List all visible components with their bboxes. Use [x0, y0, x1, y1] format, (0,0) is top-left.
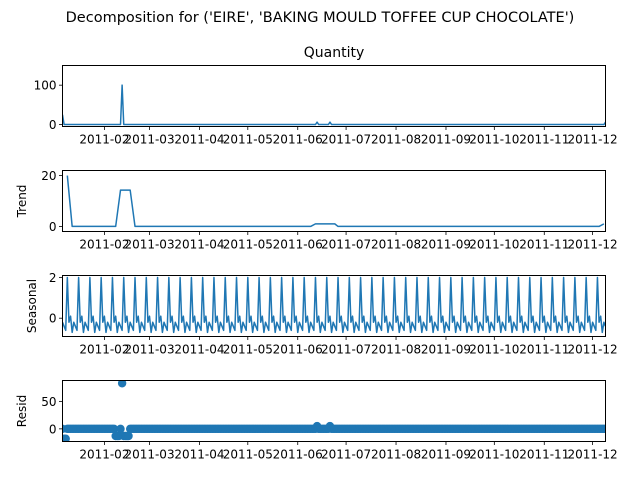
trend-xtick-label: 2011-11 [519, 238, 569, 252]
trend-plot-area [66, 175, 605, 228]
seasonal-ytick-label: 0 [49, 312, 57, 326]
seasonal-ylabel: Seasonal [25, 279, 39, 333]
resid-xtick-label: 2011-03 [124, 448, 174, 462]
trend-ylabel: Trend [15, 185, 29, 219]
quantity-xtick-label: 2011-03 [124, 133, 174, 147]
trend-xtick-label: 2011-02 [79, 238, 129, 252]
quantity-xtick-label: 2011-06 [273, 133, 323, 147]
seasonal-xtick-label: 2011-11 [519, 343, 569, 357]
trend-ytick-label: 20 [41, 169, 56, 183]
quantity-panel-title: Quantity [304, 45, 365, 61]
resid-point [116, 424, 125, 434]
quantity-xtick-label: 2011-11 [519, 133, 569, 147]
trend-xtick-label: 2011-07 [321, 238, 371, 252]
resid-point [124, 431, 133, 441]
figure-title: Decomposition for ('EIRE', 'BAKING MOULD… [66, 10, 575, 26]
seasonal-xtick-label: 2011-03 [124, 343, 174, 357]
quantity-xtick-label: 2011-07 [321, 133, 371, 147]
quantity-xtick-label: 2011-02 [79, 133, 129, 147]
trend-xtick-label: 2011-08 [371, 238, 421, 252]
trend-xtick-label: 2011-03 [124, 238, 174, 252]
resid-xtick-label: 2011-07 [321, 448, 371, 462]
seasonal-xtick-label: 2011-10 [469, 343, 519, 357]
seasonal-xtick-label: 2011-12 [568, 343, 618, 357]
trend-xtick-label: 2011-09 [421, 238, 471, 252]
seasonal-ytick-label: 2 [49, 271, 57, 285]
resid-xtick-label: 2011-11 [519, 448, 569, 462]
trend-xtick-label: 2011-12 [568, 238, 618, 252]
resid-point [109, 424, 119, 434]
seasonal-plot-area [62, 276, 606, 334]
resid-xtick-label: 2011-06 [273, 448, 323, 462]
trend-ytick-label: 0 [49, 220, 57, 234]
resid-axes-frame [62, 380, 606, 442]
resid-xtick-label: 2011-12 [568, 448, 618, 462]
trend-xtick-label: 2011-10 [469, 238, 519, 252]
trend-series-line [66, 175, 605, 228]
seasonal-series-line [62, 276, 606, 334]
resid-ytick-label: 0 [49, 422, 57, 436]
seasonal-xtick-label: 2011-05 [223, 343, 273, 357]
quantity-xtick-label: 2011-04 [174, 133, 224, 147]
quantity-xtick-label: 2011-12 [568, 133, 618, 147]
resid-xtick-label: 2011-09 [421, 448, 471, 462]
resid-point [117, 380, 127, 388]
quantity-axes-frame [62, 65, 606, 127]
resid-plot-area [62, 380, 606, 442]
quantity-xtick-label: 2011-05 [223, 133, 273, 147]
resid-xtick-label: 2011-04 [174, 448, 224, 462]
seasonal-xtick-label: 2011-07 [321, 343, 371, 357]
quantity-xtick-label: 2011-10 [469, 133, 519, 147]
trend-axes-frame [62, 170, 606, 232]
trend-xtick-label: 2011-05 [223, 238, 273, 252]
resid-xtick-label: 2011-10 [469, 448, 519, 462]
resid-point [601, 424, 606, 434]
quantity-series-line [62, 84, 606, 126]
quantity-ytick-label: 0 [49, 118, 57, 132]
quantity-xtick-label: 2011-08 [371, 133, 421, 147]
resid-point [62, 434, 70, 442]
seasonal-xtick-label: 2011-02 [79, 343, 129, 357]
resid-xtick-label: 2011-02 [79, 448, 129, 462]
resid-ylabel: Resid [15, 395, 29, 427]
seasonal-xtick-label: 2011-06 [273, 343, 323, 357]
quantity-plot-area [62, 84, 606, 126]
seasonal-axes-frame [62, 275, 606, 337]
resid-xtick-label: 2011-08 [371, 448, 421, 462]
seasonal-xtick-label: 2011-09 [421, 343, 471, 357]
resid-ytick-label: 50 [41, 395, 56, 409]
quantity-ytick-label: 100 [34, 79, 57, 93]
trend-xtick-label: 2011-04 [174, 238, 224, 252]
trend-xtick-label: 2011-06 [273, 238, 323, 252]
quantity-xtick-label: 2011-09 [421, 133, 471, 147]
seasonal-xtick-label: 2011-08 [371, 343, 421, 357]
resid-xtick-label: 2011-05 [223, 448, 273, 462]
seasonal-xtick-label: 2011-04 [174, 343, 224, 357]
